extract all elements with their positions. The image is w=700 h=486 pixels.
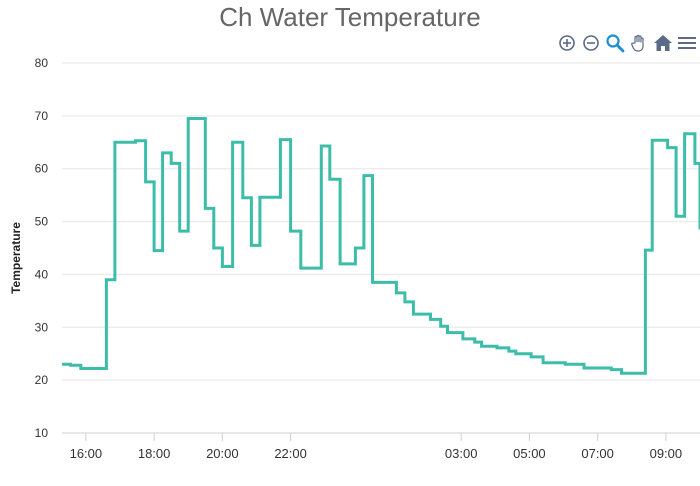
y-tick-label: 40 <box>35 267 49 281</box>
x-tick-label: 07:00 <box>581 446 614 461</box>
y-axis-ticks: 10 20 30 40 50 60 70 80 <box>35 56 49 440</box>
series-line-temperature <box>62 117 700 375</box>
menu-button[interactable] <box>676 32 698 54</box>
selection-zoom-button[interactable] <box>604 32 626 54</box>
x-tick-label: 03:00 <box>445 446 478 461</box>
y-tick-label: 80 <box>35 56 49 70</box>
y-tick-label: 70 <box>35 109 49 123</box>
chart-toolbar <box>556 32 698 54</box>
zoom-out-icon <box>583 35 599 51</box>
x-tick-label: 22:00 <box>274 446 307 461</box>
y-tick-label: 10 <box>35 426 49 440</box>
y-tick-label: 60 <box>35 162 49 176</box>
pan-button[interactable] <box>628 32 650 54</box>
y-axis-label: Temperature <box>9 222 23 294</box>
y-tick-label: 30 <box>35 320 49 334</box>
x-tick-label: 18:00 <box>138 446 171 461</box>
home-icon <box>654 35 672 51</box>
x-tick-label: 05:00 <box>513 446 546 461</box>
x-axis-ticks: 16:00 18:00 20:00 22:00 03:00 05:00 07:00 09:00 <box>70 433 683 461</box>
hamburger-menu-icon <box>678 37 696 49</box>
x-tick-label: 16:00 <box>70 446 103 461</box>
hand-icon <box>631 34 644 52</box>
zoom-out-button[interactable] <box>580 32 602 54</box>
y-tick-label: 50 <box>35 215 49 229</box>
grid-lines <box>62 62 700 381</box>
reset-zoom-button[interactable] <box>652 32 674 54</box>
x-tick-label: 20:00 <box>206 446 239 461</box>
magnifier-icon <box>606 34 625 53</box>
zoom-in-icon <box>559 35 575 51</box>
x-tick-label: 09:00 <box>650 446 683 461</box>
y-tick-label: 20 <box>35 373 49 387</box>
zoom-in-button[interactable] <box>556 32 578 54</box>
chart-title: Ch Water Temperature <box>219 2 481 32</box>
